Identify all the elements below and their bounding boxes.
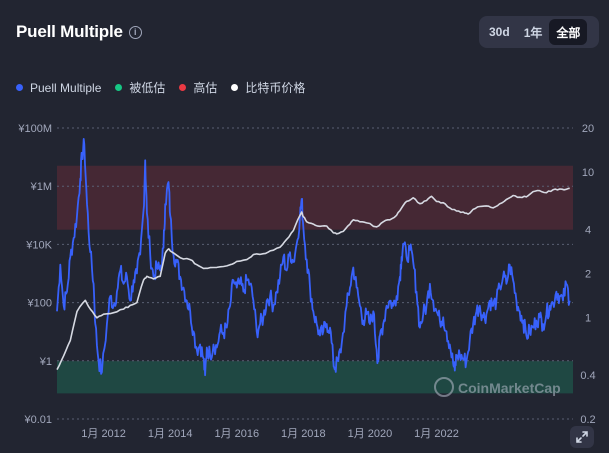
- legend-label: Puell Multiple: [30, 80, 102, 95]
- expand-arrows-icon: [576, 431, 588, 443]
- overvalued-band: [57, 165, 573, 230]
- range-30d-button[interactable]: 30d: [489, 25, 510, 39]
- x-axis-tick-label: 1月 2018: [281, 428, 326, 440]
- left-axis-tick-label: ¥100: [27, 298, 52, 310]
- x-axis-tick-label: 1月 2022: [414, 428, 459, 440]
- x-axis-tick-label: 1月 2012: [81, 428, 126, 440]
- legend-label: 被低估: [129, 81, 166, 95]
- expand-button[interactable]: [570, 426, 594, 448]
- coinmarketcap-watermark: CoinMarketCap: [434, 377, 561, 397]
- x-axis-tick-label: 1月 2016: [214, 428, 259, 440]
- legend-dot: [231, 84, 239, 91]
- right-axis-tick-label: 10: [582, 167, 594, 179]
- undervalued-band: [57, 361, 573, 394]
- left-axis-tick-label: ¥100M: [17, 123, 52, 135]
- range-1y-button[interactable]: 1年: [523, 25, 543, 40]
- coinmarketcap-logo-icon: [434, 377, 454, 397]
- range-all-button[interactable]: 全部: [549, 19, 588, 45]
- watermark-text: CoinMarketCap: [458, 380, 561, 396]
- x-axis-tick-label: 1月 2014: [148, 428, 193, 440]
- legend-label: 高估: [193, 81, 218, 95]
- chart-header: Puell Multiple i: [16, 22, 142, 42]
- legend: Puell Multiple 被低估 高估 比特币价格: [16, 79, 319, 96]
- left-axis-tick-label: ¥10K: [25, 239, 52, 251]
- legend-item-puell[interactable]: Puell Multiple: [16, 81, 101, 95]
- legend-item-btc-price[interactable]: 比特币价格: [231, 79, 305, 96]
- right-axis-tick-label: 2: [585, 269, 591, 281]
- legend-dot: [179, 84, 187, 91]
- left-axis-tick-label: ¥0.01: [23, 414, 52, 426]
- time-range-selector: 30d 1年 全部: [479, 16, 599, 48]
- right-axis-tick-label: 1: [585, 312, 591, 324]
- legend-label: 比特币价格: [245, 81, 306, 95]
- left-axis-tick-label: ¥1: [39, 356, 52, 368]
- legend-dot: [16, 84, 23, 91]
- left-axis-tick-label: ¥1M: [30, 181, 52, 193]
- legend-item-undervalued[interactable]: 被低估: [115, 79, 165, 96]
- right-axis-tick-label: 0.4: [580, 370, 595, 382]
- info-circle-icon[interactable]: i: [128, 25, 142, 39]
- x-axis-tick-label: 1月 2020: [348, 428, 393, 440]
- right-axis-tick-label: 0.2: [580, 414, 595, 426]
- btc-price-line[interactable]: [56, 187, 570, 370]
- chart-title: Puell Multiple: [16, 22, 123, 41]
- legend-dot: [115, 84, 123, 91]
- right-axis-tick-label: 4: [585, 225, 591, 237]
- right-axis-tick-label: 20: [582, 123, 594, 135]
- puell-multiple-line[interactable]: [56, 138, 571, 377]
- legend-item-overvalued[interactable]: 高估: [179, 79, 217, 96]
